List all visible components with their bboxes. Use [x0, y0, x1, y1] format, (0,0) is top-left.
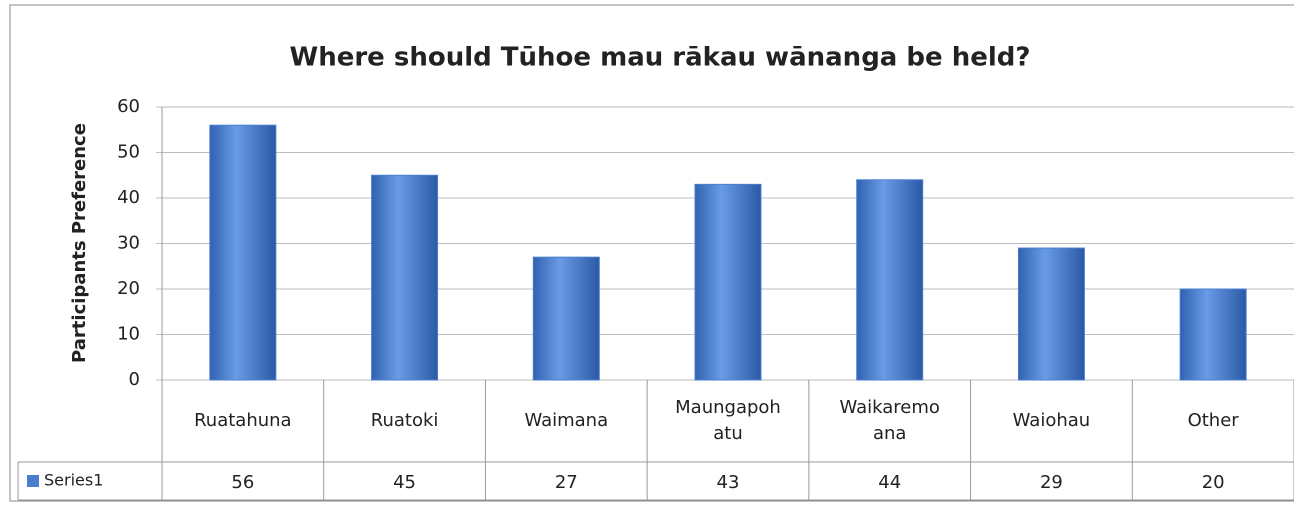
- bar: [1017, 247, 1085, 381]
- chart-title: Where should Tūhoe mau rākau wānanga be …: [290, 43, 1031, 73]
- x-tick-label: Waiohau: [1013, 410, 1091, 431]
- x-tick-label: Waimana: [524, 410, 608, 431]
- x-tick-label: Ruatahuna: [194, 410, 291, 431]
- bar: [209, 124, 277, 381]
- bar: [371, 174, 439, 381]
- x-tick-label: Ruatoki: [371, 410, 439, 431]
- y-tick-label: 0: [129, 369, 140, 390]
- table-value: 29: [1040, 472, 1063, 493]
- y-tick-label: 40: [117, 187, 140, 208]
- y-tick-label: 30: [117, 233, 140, 254]
- table-value: 27: [555, 472, 578, 493]
- table-value: 44: [878, 472, 901, 493]
- table-value: 43: [717, 472, 740, 493]
- x-tick-label: Maungapoh atu: [675, 397, 781, 444]
- y-tick-label: 50: [117, 142, 140, 163]
- y-tick-label: 60: [117, 96, 140, 117]
- y-tick-label: 20: [117, 278, 140, 299]
- y-axis-title: Participants Preference: [69, 123, 90, 363]
- x-tick-label: Other: [1188, 410, 1240, 431]
- bar: [1179, 288, 1247, 381]
- y-tick-label: 10: [117, 324, 140, 345]
- bar: [694, 183, 762, 381]
- x-tick-label: Waikaremo ana: [839, 397, 939, 444]
- bar: [856, 179, 924, 381]
- table-value: 20: [1202, 472, 1225, 493]
- legend-key: [27, 475, 39, 487]
- table-value: 45: [393, 472, 416, 493]
- bar: [532, 256, 600, 381]
- legend-label: Series1: [44, 471, 103, 490]
- table-value: 56: [231, 472, 254, 493]
